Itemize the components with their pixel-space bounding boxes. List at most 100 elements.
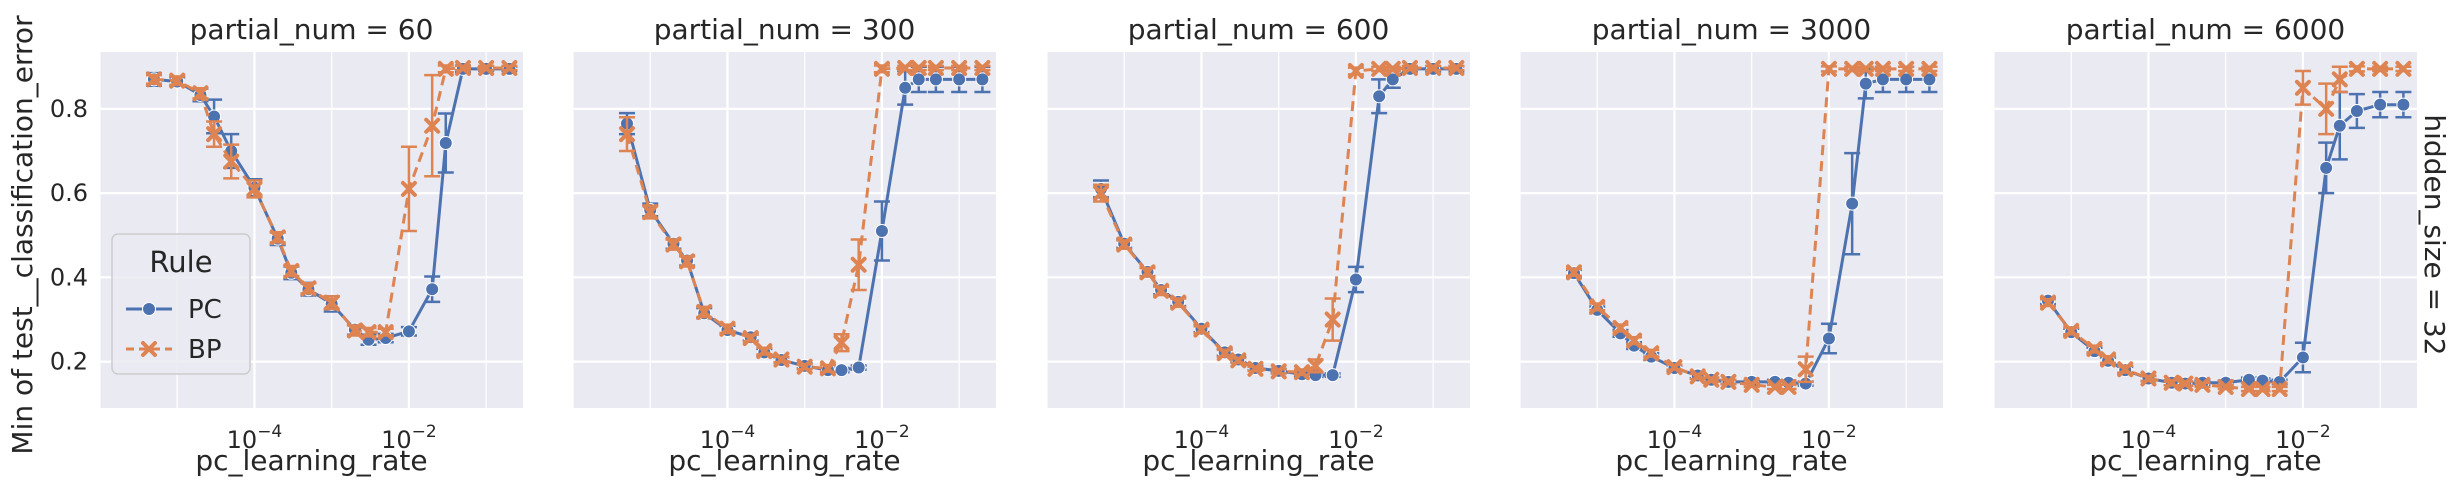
- data-point: [2372, 60, 2389, 77]
- data-point: [928, 72, 943, 87]
- data-point: [1325, 368, 1340, 383]
- data-point: [145, 71, 162, 88]
- row-facet-label: hidden_size = 32: [2418, 114, 2451, 355]
- data-point: [1347, 62, 1364, 79]
- data-point: [1703, 371, 1720, 388]
- data-point: [2117, 361, 2134, 378]
- x-tick-label: 10−2: [854, 422, 910, 454]
- data-point: [2396, 97, 2411, 112]
- data-point: [401, 324, 416, 339]
- data-point: [2039, 294, 2056, 311]
- data-point: [1230, 352, 1247, 369]
- facet-panel: 10−4 10−2 partial_num = 300 pc_learning_rat…: [572, 13, 996, 477]
- data-point: [2318, 100, 2335, 117]
- data-point: [246, 180, 263, 197]
- x-tick-label: 10−4: [1174, 422, 1230, 454]
- data-point: [283, 263, 300, 280]
- data-point: [773, 351, 790, 368]
- x-axis-label: pc_learning_rate: [195, 444, 427, 477]
- data-point: [1116, 236, 1133, 253]
- data-point: [1875, 72, 1890, 87]
- facet-panel: 10−4 10−2 partial_num = 3000 pc_learning_ra…: [1519, 13, 1943, 477]
- data-point: [696, 303, 713, 320]
- data-point: [974, 60, 991, 77]
- data-point: [897, 60, 914, 77]
- data-point: [1821, 331, 1836, 346]
- series-bp: [1565, 60, 1938, 395]
- data-point: [1153, 282, 1170, 299]
- legend-title: Rule: [149, 245, 212, 279]
- data-point: [1448, 60, 1465, 77]
- data-point: [819, 360, 836, 377]
- x-tick-label: 10−4: [700, 422, 756, 454]
- data-point: [1857, 60, 1874, 77]
- data-point: [1874, 60, 1891, 77]
- data-point: [951, 60, 968, 77]
- data-point: [2240, 381, 2257, 398]
- data-point: [1820, 60, 1837, 77]
- data-point: [2100, 351, 2117, 368]
- data-point: [1780, 378, 1797, 395]
- data-point: [323, 294, 340, 311]
- data-point: [501, 60, 518, 77]
- data-point: [377, 324, 394, 341]
- series-bp: [2039, 60, 2412, 398]
- y-tick-label: 0.2: [50, 348, 88, 376]
- legend-marker: [141, 341, 157, 357]
- data-point: [1270, 363, 1287, 380]
- data-point: [223, 153, 240, 170]
- legend: Rule PC BP: [111, 233, 251, 375]
- panel-title: partial_num = 600: [1128, 13, 1390, 46]
- plot-area: [1047, 52, 1470, 408]
- data-point: [1565, 264, 1582, 281]
- data-point: [1348, 272, 1363, 287]
- data-point: [2331, 71, 2348, 88]
- data-point: [1626, 332, 1643, 349]
- data-point: [1720, 373, 1737, 390]
- data-point: [975, 72, 990, 87]
- data-point: [1247, 360, 1264, 377]
- x-tick-label: 10−2: [1801, 422, 1857, 454]
- x-tick-label: 10−2: [1328, 422, 1384, 454]
- data-point: [679, 253, 696, 270]
- data-point: [1092, 185, 1109, 202]
- data-point: [2217, 378, 2234, 395]
- data-point: [1307, 357, 1324, 374]
- data-point: [1844, 60, 1861, 77]
- data-point: [1899, 72, 1914, 87]
- data-point: [952, 72, 967, 87]
- data-point: [2177, 375, 2194, 392]
- series-bp: [618, 60, 991, 377]
- data-point: [1384, 60, 1401, 77]
- x-axis-label: pc_learning_rate: [1615, 444, 1847, 477]
- data-point: [2271, 381, 2288, 398]
- data-point: [642, 204, 659, 221]
- x-tick-label: 10−4: [2121, 422, 2177, 454]
- data-point: [2163, 374, 2180, 391]
- data-point: [1898, 60, 1915, 77]
- data-point: [424, 117, 441, 134]
- x-axis-label: pc_learning_rate: [1142, 444, 1374, 477]
- series-bp: [1092, 60, 1465, 381]
- data-point: [1922, 72, 1937, 87]
- data-point: [874, 224, 889, 239]
- data-point: [169, 72, 186, 89]
- data-point: [206, 126, 223, 143]
- data-point: [742, 330, 759, 347]
- legend-label: BP: [188, 335, 222, 365]
- x-tick-label: 10−4: [1647, 422, 1703, 454]
- data-point: [1612, 319, 1629, 336]
- data-point: [360, 324, 377, 341]
- plot-area: [1520, 52, 1943, 408]
- data-point: [834, 363, 849, 378]
- legend-entry-pc: PC: [126, 295, 222, 325]
- data-point: [1371, 60, 1388, 77]
- data-point: [1689, 368, 1706, 385]
- panel-title: partial_num = 3000: [1592, 13, 1871, 46]
- data-point: [2373, 97, 2388, 112]
- data-point: [1743, 376, 1760, 393]
- y-tick-label: 0.4: [50, 263, 88, 291]
- data-point: [1425, 60, 1442, 77]
- data-point: [425, 282, 440, 297]
